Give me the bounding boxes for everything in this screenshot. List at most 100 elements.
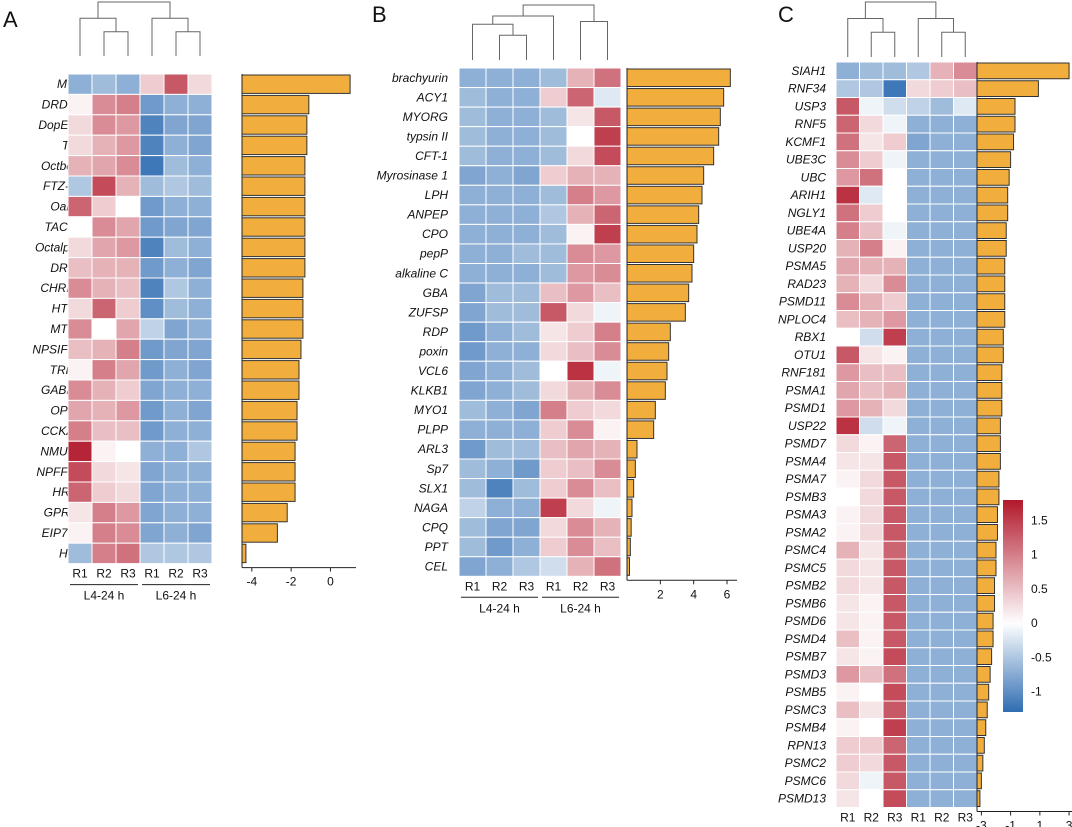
dendrogram-link (580, 21, 608, 60)
heatmap-cell (929, 345, 954, 365)
heatmap-cell (485, 438, 514, 460)
column-label: R1 (72, 567, 88, 581)
heatmap-cell (187, 114, 213, 136)
heatmap-cell (163, 318, 189, 340)
heatmap-cell (163, 297, 189, 320)
heatmap-cell (187, 318, 213, 340)
heatmap-cell (593, 106, 622, 128)
bar (626, 107, 721, 127)
heatmap-cell (485, 243, 514, 264)
bar (241, 523, 278, 543)
heatmap-cell (929, 363, 954, 382)
panel-c: C SIAH1 RNF34 USP3 RNF5 KCMF1 UBE3C UBC ARIH1 NGL… (778, 1, 1072, 827)
bar (976, 257, 1006, 275)
gene-label: ARL3 (417, 442, 448, 456)
heatmap-cell (163, 542, 189, 565)
heatmap-cell (953, 345, 978, 365)
heatmap-cell (566, 399, 595, 421)
legend-tick-label: 0.5 (1031, 582, 1048, 596)
heatmap-cell (139, 257, 165, 279)
column-dendrogram (79, 1, 201, 56)
heatmap-cell (953, 398, 978, 418)
heatmap-cell (115, 155, 141, 177)
heatmap-cell (115, 195, 141, 218)
heatmap-cell (882, 789, 907, 808)
panel-label: C (778, 2, 794, 27)
heatmap-cell (566, 458, 595, 480)
heatmap-cell (512, 67, 541, 89)
heatmap-cell (593, 165, 622, 186)
heatmap-cell (882, 594, 907, 613)
bar (626, 479, 635, 498)
bar (976, 488, 1000, 506)
heatmap-cell (859, 274, 884, 294)
gene-label: RNF5 (795, 117, 827, 131)
heatmap-cell (115, 114, 141, 136)
heatmap-cell (458, 380, 487, 401)
heatmap-cell (953, 505, 978, 524)
bar (626, 146, 715, 166)
heatmap-cell (882, 629, 907, 649)
heatmap-cell (512, 399, 541, 421)
heatmap-cell (953, 79, 978, 98)
bar (241, 94, 310, 115)
heatmap-cell (859, 700, 884, 720)
heatmap-cell (859, 540, 884, 560)
heatmap-cell (953, 327, 978, 347)
heatmap-cell (835, 97, 860, 116)
heatmap-cell (139, 175, 165, 197)
heatmap-cell (458, 126, 487, 147)
heatmap-cell (539, 419, 568, 440)
bar (241, 502, 288, 523)
dendrogram-link (847, 18, 884, 57)
gene-label: poxin (418, 344, 448, 358)
heatmap-cell (593, 184, 622, 206)
heatmap-cell (187, 542, 213, 565)
heatmap-cell (835, 434, 860, 453)
heatmap-cell (593, 478, 622, 499)
bar (976, 293, 1006, 310)
column-label: R2 (864, 811, 880, 825)
heatmap-cell (859, 647, 884, 666)
heatmap-cell (187, 236, 213, 259)
heatmap-cell (929, 469, 954, 489)
bar-axis-tick-label: -1 (1005, 819, 1016, 827)
heatmap-cell (91, 257, 117, 279)
heatmap-cell (115, 481, 141, 503)
heatmap-cell (115, 359, 141, 381)
bar (626, 224, 698, 244)
heatmap-cell (512, 438, 541, 460)
heatmap-cell (859, 629, 884, 649)
heatmap-cell (163, 216, 189, 238)
bar (976, 151, 1012, 168)
heatmap-cell (187, 195, 213, 218)
heatmap-cell (859, 611, 884, 631)
heatmap-cell (929, 381, 954, 400)
heatmap-cell (115, 257, 141, 279)
legend-tick-label: 0 (1031, 616, 1038, 630)
heatmap-cell (163, 155, 189, 177)
heatmap-cell (485, 458, 514, 480)
heatmap-cell (835, 700, 860, 720)
heatmap-cell (859, 97, 884, 116)
heatmap-cell (929, 789, 954, 808)
heatmap-cell (163, 277, 189, 299)
heatmap-cell (485, 380, 514, 401)
bar (976, 648, 993, 665)
heatmap-cell (859, 132, 884, 152)
heatmap-cell (953, 700, 978, 720)
heatmap-cell (67, 93, 93, 116)
heatmap-cell (566, 380, 595, 401)
heatmap-cell (458, 243, 487, 264)
bar-axis-tick-label: 3 (1066, 819, 1072, 827)
heatmap-cell (859, 452, 884, 471)
bar (241, 482, 296, 502)
heatmap-cell (953, 434, 978, 453)
heatmap-cell (67, 359, 93, 381)
heatmap-cell (512, 223, 541, 245)
heatmap-cell (882, 700, 907, 720)
heatmap-cell (906, 700, 931, 720)
heatmap-cell (67, 440, 93, 463)
heatmap-cell (859, 434, 884, 453)
heatmap-cell (593, 380, 622, 401)
